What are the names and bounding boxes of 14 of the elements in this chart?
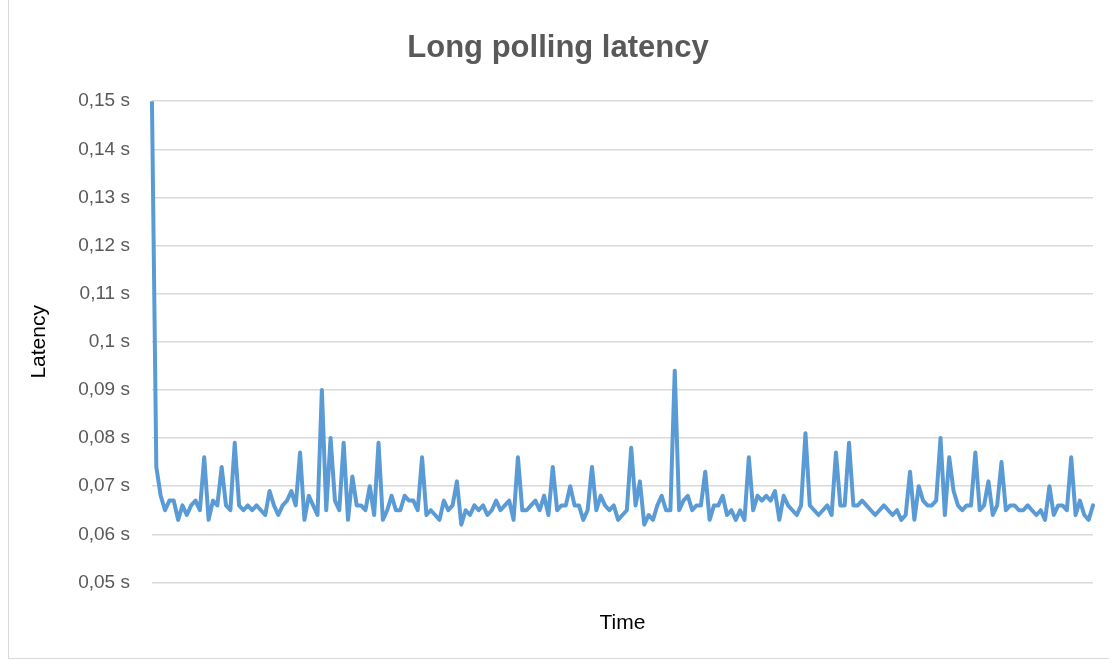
y-tick-label: 0,14 s: [78, 137, 130, 159]
y-tick-label: 0,11 s: [79, 281, 130, 303]
y-tick-label: 0,08 s: [78, 426, 130, 448]
y-tick-label: 0,1 s: [88, 330, 130, 352]
chart-title: Long polling latency: [407, 29, 710, 65]
x-axis-title: Time: [599, 610, 646, 634]
y-axis-title: Latency: [26, 304, 50, 379]
y-tick-label: 0,13 s: [78, 185, 130, 207]
y-tick-label: 0,09 s: [78, 378, 130, 400]
y-tick-label: 0,15 s: [78, 89, 130, 111]
y-tick-label: 0,12 s: [78, 233, 130, 255]
y-tick-label: 0,07 s: [78, 474, 130, 496]
y-tick-label: 0,05 s: [78, 570, 130, 592]
y-tick-label: 0,06 s: [78, 522, 130, 544]
